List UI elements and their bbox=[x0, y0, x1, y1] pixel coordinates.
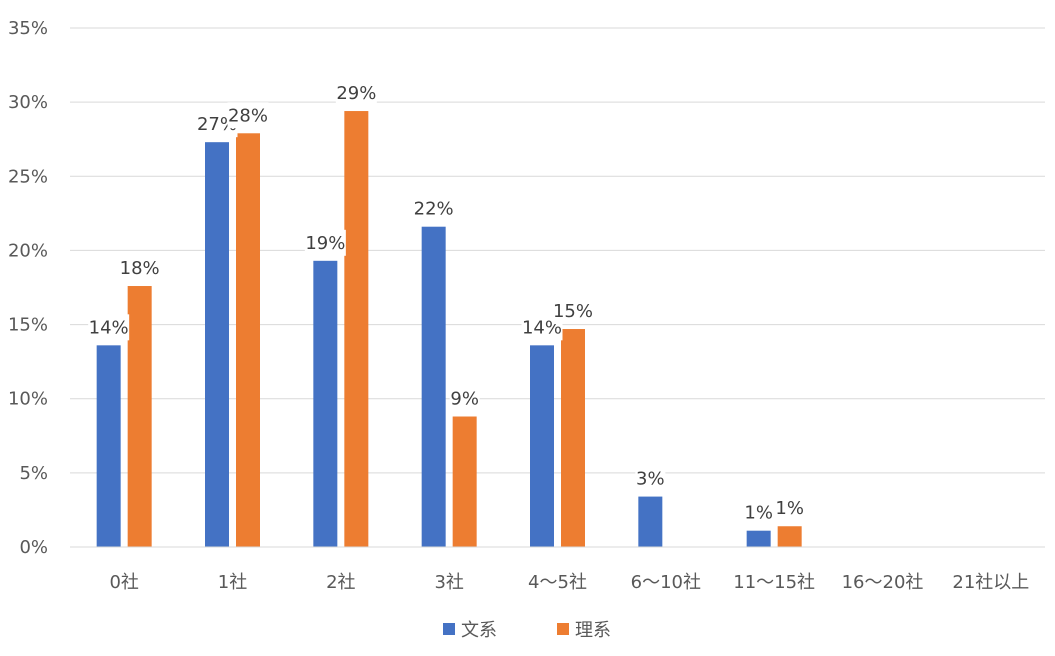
data-label: 1% bbox=[744, 503, 773, 524]
data-label-bg bbox=[335, 80, 377, 107]
bar-series2 bbox=[452, 416, 477, 547]
data-label: 19% bbox=[305, 233, 345, 254]
data-label: 1% bbox=[775, 498, 804, 519]
bar-series1 bbox=[96, 345, 121, 547]
bar-series1 bbox=[421, 226, 446, 547]
data-labels: 14%18%27%28%19%29%22%9%14%15%3%1% 1% bbox=[88, 80, 805, 526]
legend-swatch bbox=[557, 623, 569, 635]
x-category-label: 6〜10社 bbox=[631, 572, 701, 593]
legend-swatch bbox=[443, 623, 455, 635]
data-label: 22% bbox=[414, 199, 454, 220]
bar-series1 bbox=[638, 496, 663, 547]
x-category-label: 21社以上 bbox=[952, 572, 1029, 593]
y-tick-label: 20% bbox=[8, 240, 48, 261]
y-tick-label: 30% bbox=[8, 92, 48, 113]
x-category-label: 16〜20社 bbox=[842, 572, 924, 593]
bar-series1 bbox=[205, 142, 229, 547]
y-tick-label: 15% bbox=[8, 315, 48, 336]
y-axis-ticks: 0% 5% 10% 15% 20% 25% 30% 35% bbox=[8, 18, 48, 558]
data-label: 27% bbox=[197, 114, 237, 135]
data-label-bg bbox=[413, 195, 455, 222]
x-category-label: 3社 bbox=[434, 572, 463, 593]
y-tick-label: 0% bbox=[19, 537, 48, 558]
data-label-bg bbox=[774, 495, 805, 522]
data-label: 15% bbox=[553, 301, 593, 322]
bar-series2 bbox=[127, 286, 152, 547]
legend: 文系 理系 bbox=[443, 620, 611, 641]
bar-series2 bbox=[561, 329, 585, 547]
bar-series1 bbox=[746, 530, 771, 547]
x-category-label: 0社 bbox=[109, 572, 138, 593]
bar-series2 bbox=[344, 111, 369, 547]
bar-series2 bbox=[777, 526, 802, 547]
bar-series1 bbox=[313, 260, 338, 547]
y-tick-label: 25% bbox=[8, 166, 48, 187]
x-category-label: 2社 bbox=[326, 572, 355, 593]
data-label-bg bbox=[304, 229, 346, 256]
data-label-bg bbox=[635, 465, 666, 492]
data-label-bg bbox=[552, 298, 594, 325]
legend-label: 理系 bbox=[575, 620, 611, 641]
x-category-label: 4〜5社 bbox=[528, 572, 587, 593]
bar-series1 bbox=[530, 345, 554, 547]
data-label-bg bbox=[119, 255, 161, 282]
x-category-label: 1社 bbox=[218, 572, 247, 593]
data-label: 29% bbox=[336, 83, 376, 104]
bars bbox=[96, 111, 802, 548]
legend-label: 文系 bbox=[461, 620, 497, 641]
data-label-bg bbox=[449, 385, 480, 412]
bar-series2 bbox=[236, 133, 260, 548]
data-label: 18% bbox=[120, 258, 160, 279]
data-label-bg bbox=[743, 499, 774, 526]
y-tick-label: 35% bbox=[8, 18, 48, 39]
x-axis-categories: 0社 1社 2社 3社 4〜5社 6〜10社 11〜15社 16〜20社 21社以上 bbox=[109, 572, 1029, 593]
data-label-bg bbox=[227, 102, 269, 129]
data-label-bg bbox=[88, 314, 130, 341]
data-label: 3% bbox=[636, 469, 665, 490]
data-label: 28% bbox=[228, 105, 268, 126]
data-label: 14% bbox=[89, 317, 129, 338]
data-label: 9% bbox=[450, 389, 479, 410]
y-tick-label: 5% bbox=[19, 463, 48, 484]
data-label: 14% bbox=[522, 317, 562, 338]
x-category-label: 11〜15社 bbox=[733, 572, 815, 593]
y-tick-label: 10% bbox=[8, 389, 48, 410]
